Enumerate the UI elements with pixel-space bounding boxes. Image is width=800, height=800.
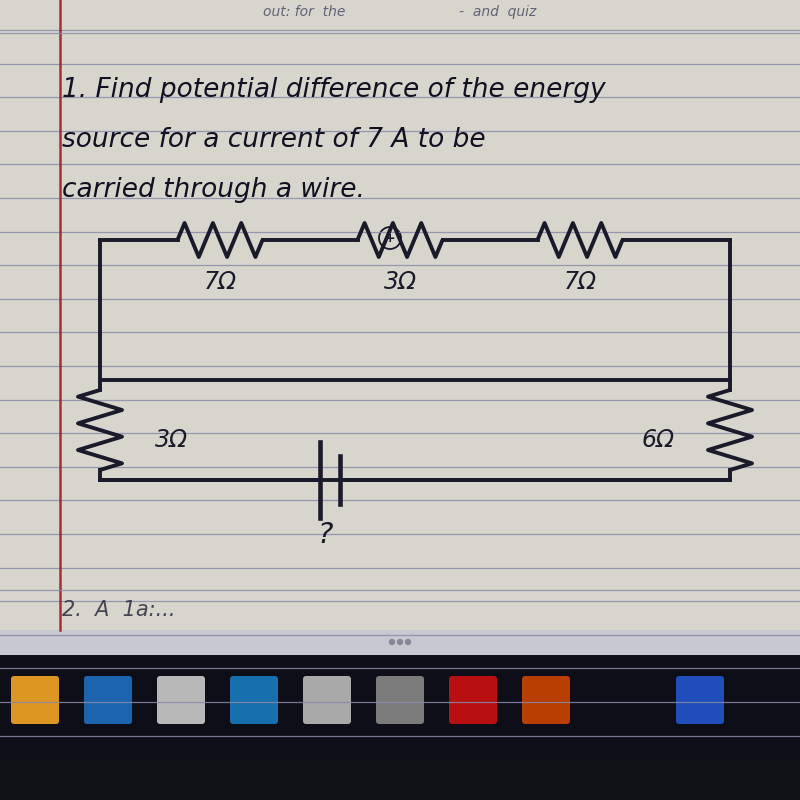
Text: carried through a wire.: carried through a wire. [62,177,365,203]
Text: out: for  the                          -  and  quiz: out: for the - and quiz [263,5,537,19]
Text: 2.  A  1a:...: 2. A 1a:... [62,600,175,620]
FancyBboxPatch shape [522,676,570,724]
FancyBboxPatch shape [157,676,205,724]
FancyBboxPatch shape [676,676,724,724]
FancyBboxPatch shape [230,676,278,724]
FancyBboxPatch shape [11,676,59,724]
FancyBboxPatch shape [0,760,800,800]
Text: 6Ω: 6Ω [642,428,675,452]
Circle shape [390,639,394,645]
Text: 1. Find potential difference of the energy: 1. Find potential difference of the ener… [62,77,606,103]
FancyBboxPatch shape [376,676,424,724]
FancyBboxPatch shape [0,630,800,655]
FancyBboxPatch shape [84,676,132,724]
FancyBboxPatch shape [449,676,497,724]
Text: +: + [385,231,395,245]
Text: 7Ω: 7Ω [203,270,237,294]
Circle shape [406,639,410,645]
FancyBboxPatch shape [0,655,800,800]
Text: 7Ω: 7Ω [563,270,597,294]
Circle shape [398,639,402,645]
FancyBboxPatch shape [303,676,351,724]
Text: 3Ω: 3Ω [155,428,188,452]
Text: ?: ? [318,521,333,549]
Text: source for a current of 7 A to be: source for a current of 7 A to be [62,127,486,153]
Text: 3Ω: 3Ω [383,270,417,294]
